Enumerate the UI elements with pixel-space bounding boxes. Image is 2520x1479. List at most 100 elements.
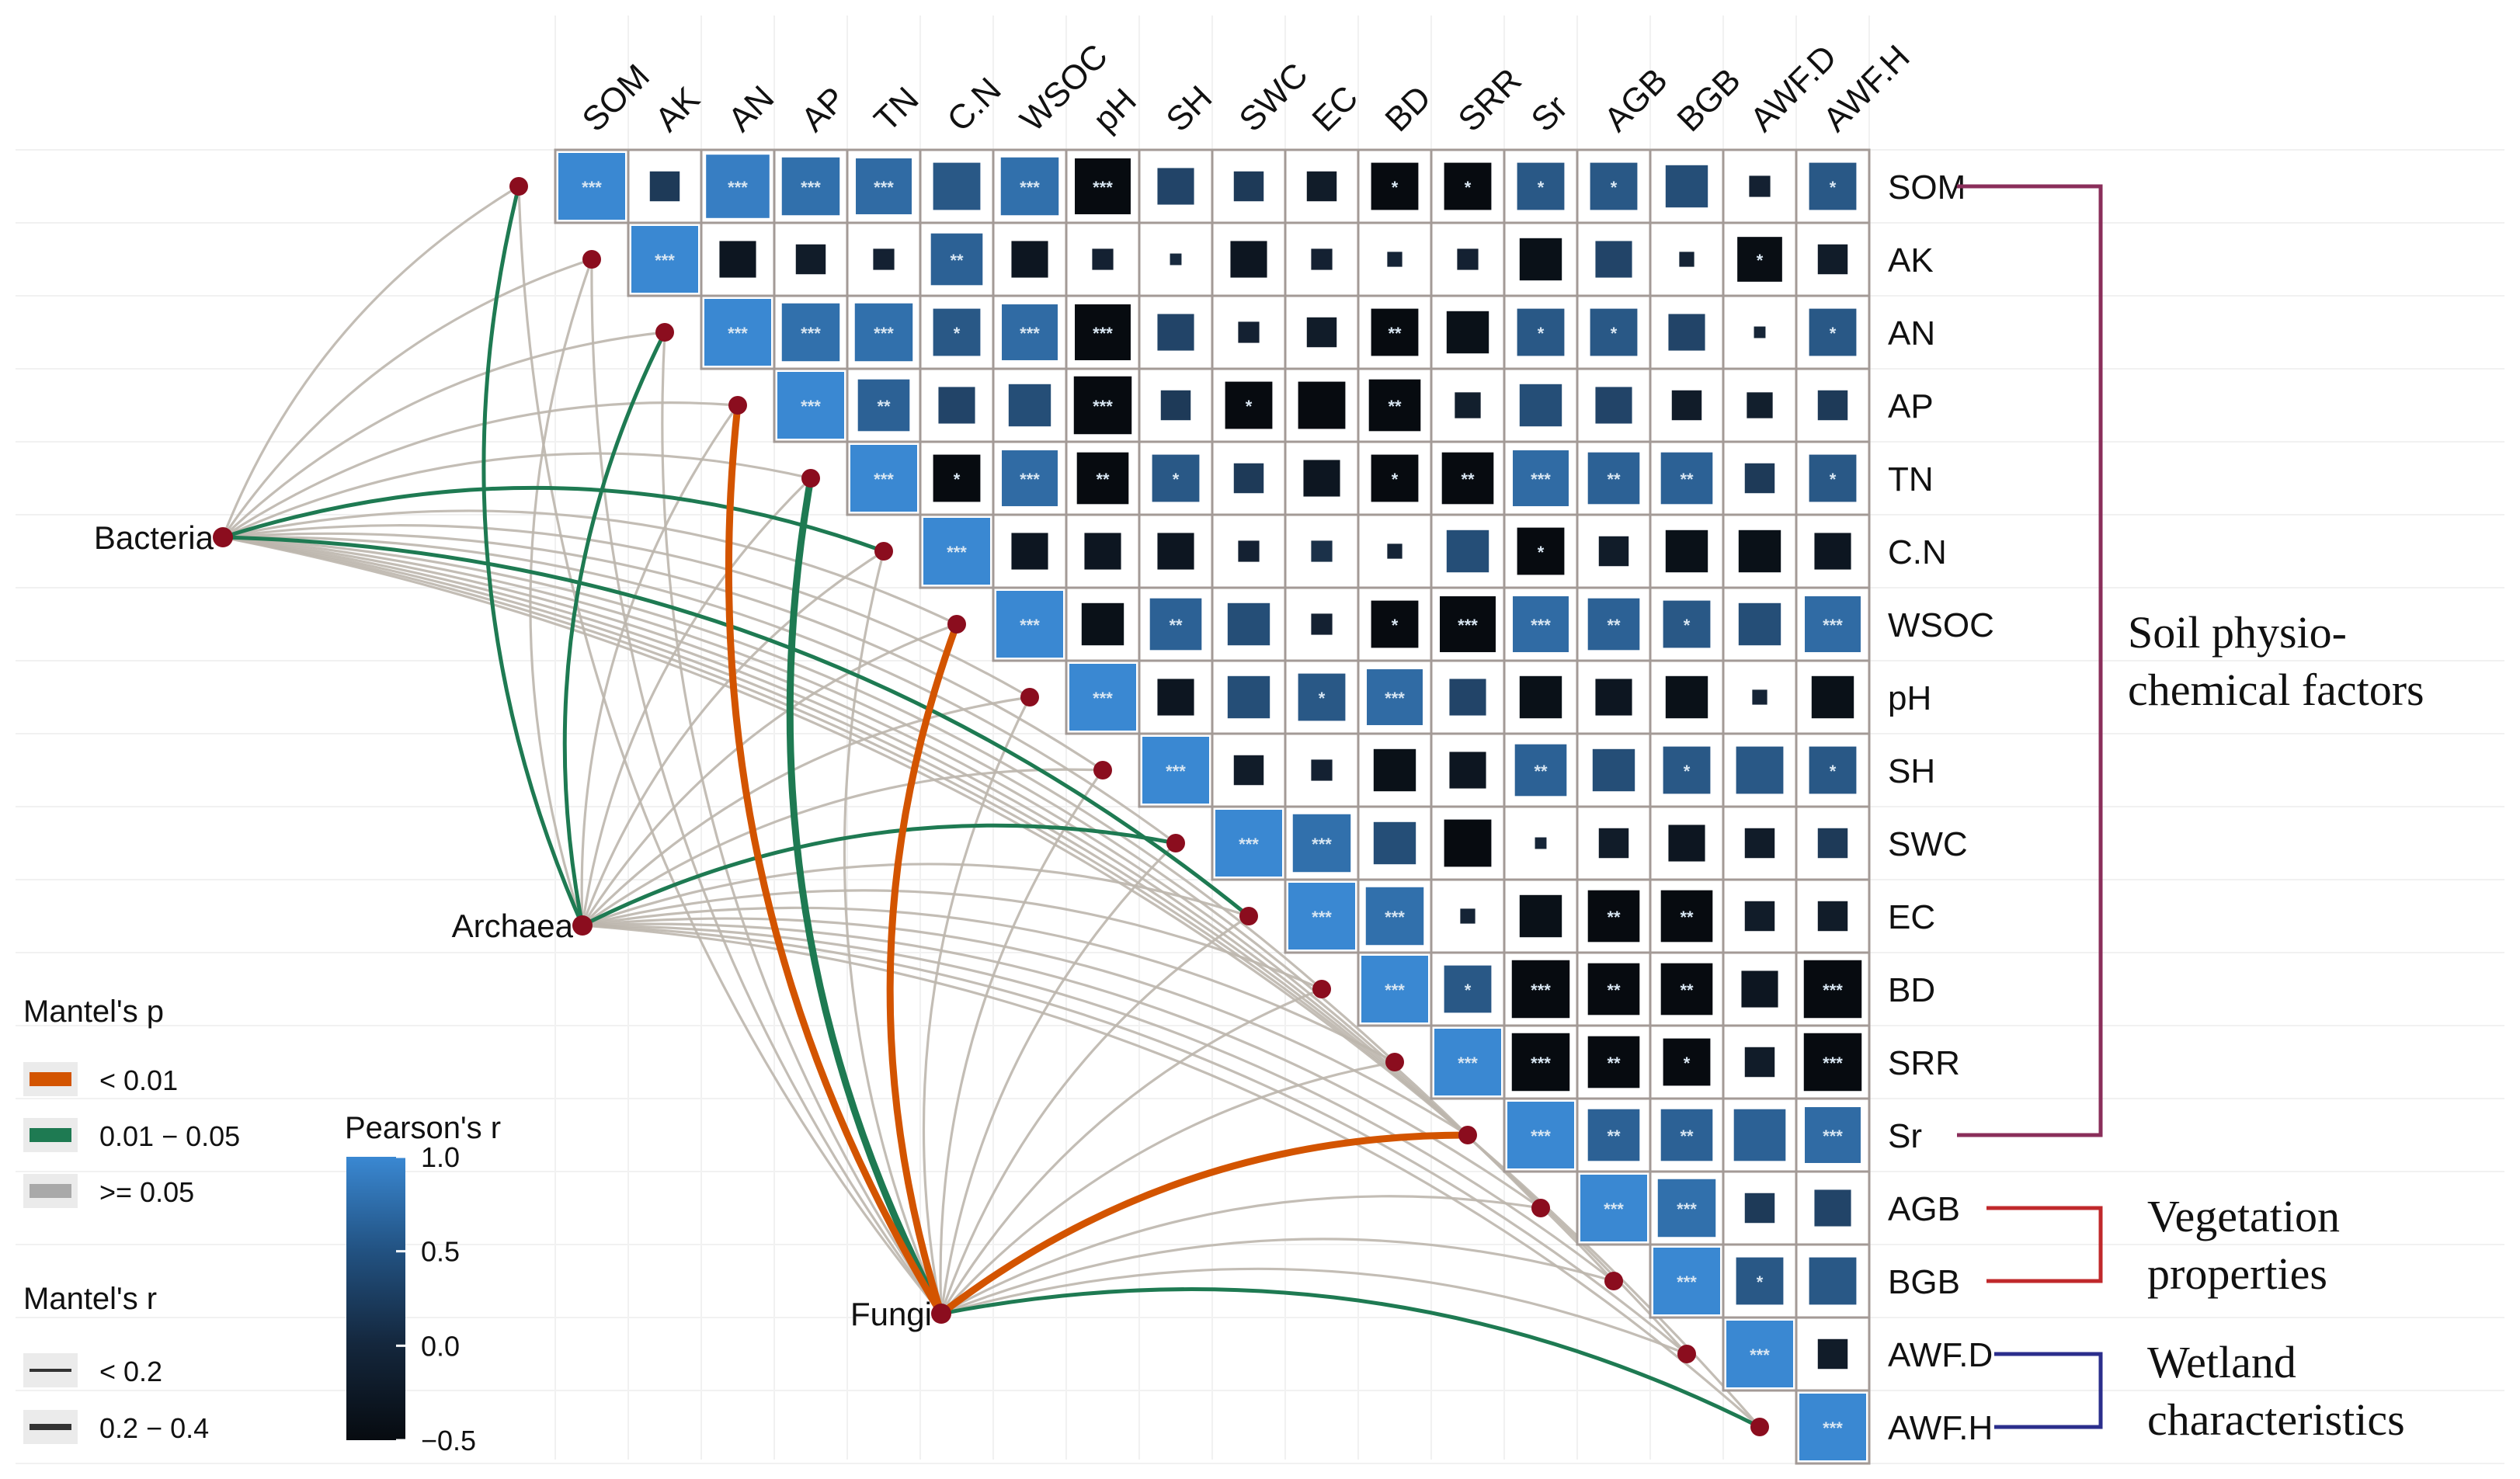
row-labels: SOM AK AN AP TN C.N WSOC pH SH SWC EC BD SRR Sr AGB BGB… [1888, 168, 1994, 1447]
significance-label: *** [1677, 1200, 1697, 1219]
heatmap-square-som-bd [1371, 162, 1419, 210]
heatmap-square-ak-bgb [1679, 252, 1694, 267]
heatmap-square-sh-srr [1449, 752, 1486, 789]
heatmap-square-c-n-sr [1517, 527, 1565, 575]
heatmap-square-ap-c-n [938, 387, 975, 424]
heatmap-square-som-bgb [1665, 165, 1708, 208]
mantel-endpoint-swc [1166, 834, 1185, 852]
row-label-srr: SRR [1888, 1044, 1960, 1082]
heatmap-square-ak-ak [631, 226, 698, 293]
group-label-0-line-1: chemical factors [2128, 665, 2424, 715]
column-label-srr: SRR [1451, 61, 1528, 139]
heatmap-square-ec-sr [1519, 894, 1562, 938]
significance-label: *** [1531, 981, 1551, 1000]
significance-label: * [1757, 1272, 1764, 1292]
heatmap-square-ap-awf-d [1747, 392, 1773, 418]
heatmap-square-an-wsoc [1002, 304, 1058, 360]
significance-label: * [1684, 762, 1691, 781]
mantel-link-fungi-bgb [940, 1238, 1615, 1315]
mantel-link-bacteria-bd [221, 536, 1323, 991]
taxon-node-bacteria [213, 527, 233, 547]
heatmap-square-sh-bgb [1663, 746, 1711, 794]
heatmap-square-tn-sr [1513, 450, 1569, 506]
mantel-link-bacteria-ak [221, 258, 593, 539]
significance-label: *** [1020, 470, 1040, 489]
heatmap-square-wsoc-bgb [1663, 600, 1711, 648]
heatmap-square-an-ap [781, 303, 840, 362]
heatmap-square-tn-sh [1152, 454, 1200, 502]
heatmap-square-ap-srr [1455, 392, 1481, 418]
row-label-ph: pH [1888, 679, 1931, 717]
group-label-0-line-0: Soil physio- [2128, 607, 2347, 658]
mantel-endpoint-ec [1239, 907, 1258, 925]
legend-r-label-0: < 0.2 [99, 1356, 162, 1387]
significance-label: *** [1823, 1127, 1843, 1146]
significance-label: * [1465, 981, 1472, 1000]
heatmap-square-wsoc-swc [1227, 602, 1270, 646]
legend-r-title: Mantel's r [23, 1282, 157, 1316]
significance-label: * [1830, 762, 1837, 781]
heatmap-square-c-n-c-n [923, 518, 990, 585]
group-label-2-line-1: characteristics [2147, 1394, 2405, 1445]
heatmap-square-an-bgb [1668, 314, 1705, 351]
significance-label: *** [1093, 397, 1113, 416]
heatmap-square-swc-srr [1444, 819, 1492, 867]
heatmap-square-som-srr [1444, 162, 1492, 210]
significance-label: *** [1385, 689, 1405, 708]
significance-label: *** [1823, 1054, 1843, 1073]
mantel-endpoint-som [509, 177, 528, 196]
heatmap-square-tn-awf-d [1744, 463, 1775, 494]
heatmap-square-c-n-awf-h [1814, 533, 1851, 570]
heatmap-square-wsoc-sh [1149, 598, 1202, 651]
mantel-link-archaea-swc [580, 823, 1178, 928]
heatmap-square-sh-awf-d [1736, 746, 1784, 794]
significance-label: ** [1388, 324, 1402, 343]
heatmap-square-bgb-awf-h [1809, 1257, 1857, 1305]
significance-label: *** [1458, 1054, 1478, 1073]
mantel-nodes: Bacteria Archaea Fungi [94, 177, 1769, 1436]
heatmap-square-sh-swc [1233, 755, 1264, 786]
heatmap-square-tn-ec [1303, 460, 1340, 497]
mantel-link-bacteria-sh [221, 532, 1104, 772]
heatmap-square-ak-wsoc [1011, 241, 1048, 278]
significance-label: * [1465, 178, 1472, 197]
mantel-link-fungi-ph [922, 696, 1031, 1315]
heatmap-square-bgb-awf-d [1736, 1257, 1784, 1305]
significance-label: *** [874, 470, 894, 489]
significance-label: *** [874, 324, 894, 343]
heatmap-square-c-n-wsoc [1011, 533, 1048, 570]
heatmap-square-som-awf-h [1809, 162, 1857, 210]
heatmap-square-an-ph [1075, 304, 1131, 360]
heatmap-square-an-agb [1590, 308, 1638, 356]
heatmap-square-swc-swc [1215, 810, 1282, 877]
column-label-tn: TN [867, 80, 926, 139]
significance-label: ** [1534, 762, 1548, 781]
significance-label: * [1246, 397, 1253, 416]
heatmap-square-som-c-n [933, 162, 981, 210]
mantel-link-fungi-srr [940, 1061, 1396, 1315]
row-label-som: SOM [1888, 168, 1966, 207]
heatmap-square-swc-sr [1535, 837, 1547, 849]
mantel-link-fungi-ak [590, 258, 943, 1315]
taxon-label-archaea: Archaea [452, 908, 574, 944]
row-label-awf-d: AWF.D [1888, 1336, 1993, 1374]
heatmap-square-sh-agb [1592, 748, 1635, 792]
heatmap-square-ph-sr [1519, 675, 1562, 719]
mantel-endpoint-awf-h [1750, 1418, 1769, 1436]
group-bracket-2 [1994, 1352, 2103, 1429]
taxon-node-archaea [572, 915, 593, 936]
significance-label: *** [1604, 1200, 1624, 1219]
significance-label: *** [1750, 1345, 1770, 1365]
heatmap-square-ap-tn [857, 379, 910, 432]
heatmap-square-som-agb [1590, 162, 1638, 210]
heatmap-square-agb-bgb [1657, 1179, 1716, 1238]
mantel-link-archaea-awf-d [581, 924, 1688, 1356]
significance-label: ** [950, 251, 964, 270]
mantel-endpoint-ph [1020, 688, 1039, 707]
heatmap-square-agb-awf-d [1744, 1193, 1775, 1224]
mantel-link-archaea-an [562, 330, 667, 928]
significance-label: * [1830, 178, 1837, 197]
mantel-link-fungi-awf-d [940, 1267, 1688, 1356]
significance-label: *** [947, 543, 967, 562]
significance-label: * [1392, 616, 1399, 635]
